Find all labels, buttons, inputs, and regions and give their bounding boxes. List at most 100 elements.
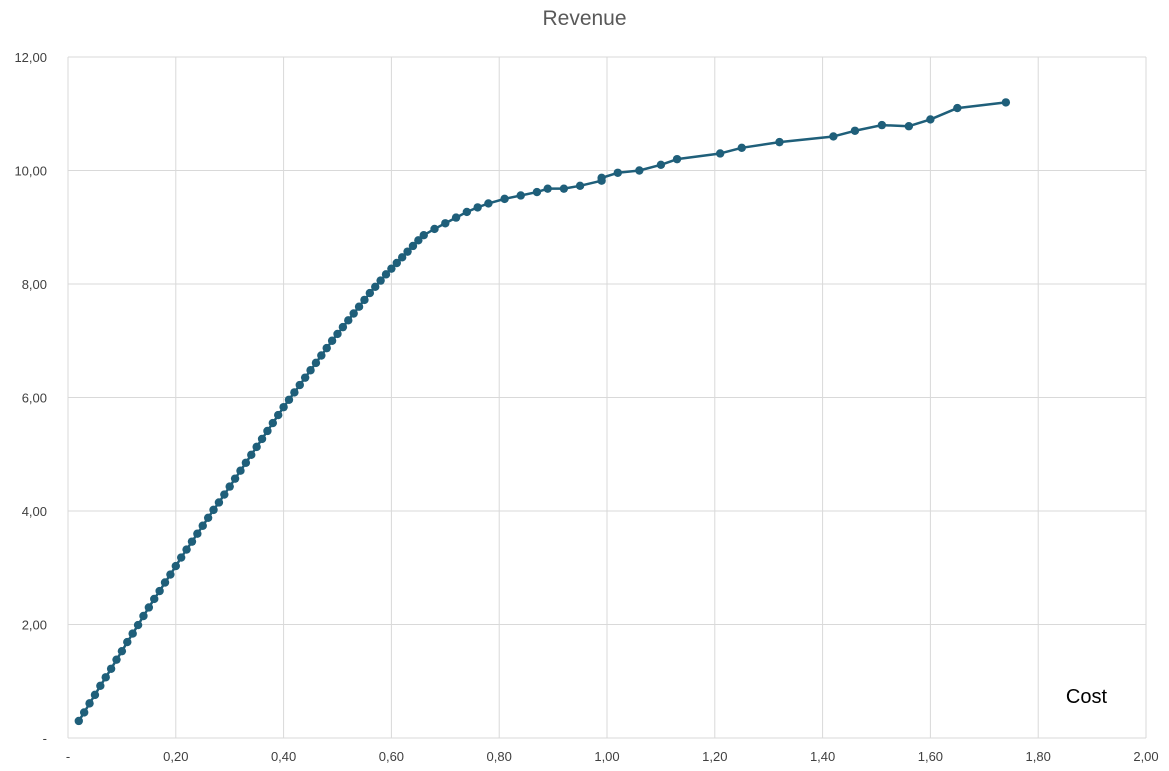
data-point[interactable]	[441, 219, 450, 228]
data-point[interactable]	[597, 173, 606, 183]
data-point[interactable]	[284, 395, 294, 404]
data-point[interactable]	[290, 388, 299, 397]
data-point[interactable]	[516, 191, 525, 200]
data-point[interactable]	[257, 434, 267, 444]
data-point[interactable]	[214, 498, 224, 507]
data-point[interactable]	[160, 578, 170, 587]
data-point[interactable]	[311, 358, 321, 368]
data-point[interactable]	[139, 611, 148, 621]
data-point[interactable]	[635, 166, 644, 175]
data-point[interactable]	[430, 224, 439, 234]
y-tick-label: 8,00	[22, 277, 47, 292]
data-point[interactable]	[96, 681, 105, 690]
data-point[interactable]	[128, 629, 137, 638]
data-point[interactable]	[252, 442, 261, 452]
data-point[interactable]	[327, 336, 337, 345]
data-point[interactable]	[123, 637, 132, 647]
data-point[interactable]	[144, 603, 154, 612]
data-point[interactable]	[241, 458, 251, 467]
data-point[interactable]	[532, 187, 542, 197]
data-point[interactable]	[360, 295, 369, 305]
data-point[interactable]	[176, 553, 186, 562]
data-point[interactable]	[263, 426, 272, 436]
data-point[interactable]	[274, 410, 283, 420]
data-point[interactable]	[926, 115, 935, 124]
data-point[interactable]	[349, 309, 358, 318]
data-point[interactable]	[203, 513, 213, 523]
data-point[interactable]	[715, 149, 725, 158]
data-point[interactable]	[829, 132, 838, 141]
data-point[interactable]	[473, 203, 482, 212]
data-point[interactable]	[220, 490, 229, 499]
data-point[interactable]	[117, 646, 127, 656]
data-point[interactable]	[230, 474, 240, 483]
data-point[interactable]	[419, 230, 428, 240]
data-point[interactable]	[500, 194, 509, 204]
data-point[interactable]	[371, 282, 380, 292]
x-tick-label: 2,00	[1133, 749, 1158, 764]
data-point[interactable]	[338, 322, 348, 332]
data-point[interactable]	[613, 168, 622, 177]
data-point[interactable]	[187, 537, 197, 546]
data-point[interactable]	[354, 302, 364, 311]
data-point[interactable]	[236, 466, 245, 475]
data-point[interactable]	[79, 708, 89, 717]
data-point[interactable]	[484, 199, 493, 208]
data-point[interactable]	[381, 270, 391, 279]
data-point[interactable]	[171, 561, 180, 571]
data-point[interactable]	[656, 160, 666, 170]
data-point[interactable]	[193, 529, 202, 538]
data-point[interactable]	[462, 207, 472, 217]
data-point[interactable]	[90, 690, 100, 700]
data-point[interactable]	[403, 247, 412, 256]
data-point[interactable]	[322, 343, 331, 353]
data-point[interactable]	[182, 545, 191, 554]
data-point[interactable]	[392, 258, 401, 268]
data-point[interactable]	[904, 122, 914, 131]
data-point[interactable]	[300, 373, 310, 382]
data-point[interactable]	[344, 316, 353, 325]
data-point[interactable]	[106, 664, 116, 673]
data-point[interactable]	[306, 366, 315, 375]
data-point[interactable]	[397, 253, 407, 262]
data-point[interactable]	[198, 521, 207, 530]
y-tick-label: 2,00	[22, 618, 47, 633]
data-point[interactable]	[85, 699, 94, 708]
data-point[interactable]	[365, 288, 375, 298]
data-point[interactable]	[877, 120, 887, 130]
data-point[interactable]	[559, 184, 569, 193]
data-point[interactable]	[408, 241, 418, 251]
data-point[interactable]	[543, 184, 552, 193]
data-point[interactable]	[953, 103, 962, 113]
y-tick-label: -	[43, 731, 47, 746]
x-tick-label: 0,40	[271, 749, 296, 764]
data-point[interactable]	[1001, 98, 1011, 107]
grid-lines	[67, 56, 1147, 739]
data-point[interactable]	[279, 402, 288, 412]
data-point[interactable]	[737, 143, 746, 152]
data-point[interactable]	[451, 213, 461, 222]
x-axis-ticks: - 0,20 0,40 0,60 0,80 1,00 1,20 1,40 1,60 1,80 2,0…	[66, 749, 1159, 764]
data-point[interactable]	[850, 126, 860, 135]
data-point[interactable]	[101, 673, 110, 682]
data-point[interactable]	[209, 505, 218, 515]
data-point[interactable]	[295, 380, 304, 390]
data-point[interactable]	[414, 236, 423, 245]
data-point[interactable]	[775, 137, 784, 147]
data-point[interactable]	[387, 264, 396, 273]
data-point[interactable]	[74, 716, 83, 726]
data-point[interactable]	[166, 570, 175, 579]
data-point[interactable]	[672, 154, 682, 164]
data-point[interactable]	[112, 655, 121, 664]
data-point[interactable]	[333, 329, 342, 339]
data-point[interactable]	[268, 418, 278, 428]
data-point[interactable]	[150, 594, 159, 604]
data-point[interactable]	[155, 586, 164, 596]
data-point[interactable]	[133, 620, 143, 630]
data-point[interactable]	[247, 450, 256, 460]
data-point[interactable]	[317, 351, 326, 360]
data-point[interactable]	[225, 482, 234, 491]
data-point[interactable]	[575, 181, 585, 191]
x-axis-label: Cost	[1065, 686, 1107, 708]
data-point[interactable]	[376, 276, 385, 285]
